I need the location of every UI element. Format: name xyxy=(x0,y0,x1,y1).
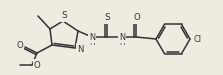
Text: O: O xyxy=(17,41,23,50)
Text: Cl: Cl xyxy=(194,34,202,43)
Text: S: S xyxy=(61,11,67,20)
Text: H: H xyxy=(119,40,125,46)
Text: O: O xyxy=(34,61,41,70)
Text: N: N xyxy=(89,32,95,41)
Text: S: S xyxy=(105,14,110,22)
Text: O: O xyxy=(133,14,140,22)
Text: N: N xyxy=(77,44,83,53)
Text: N: N xyxy=(119,32,125,41)
Text: H: H xyxy=(89,40,95,46)
